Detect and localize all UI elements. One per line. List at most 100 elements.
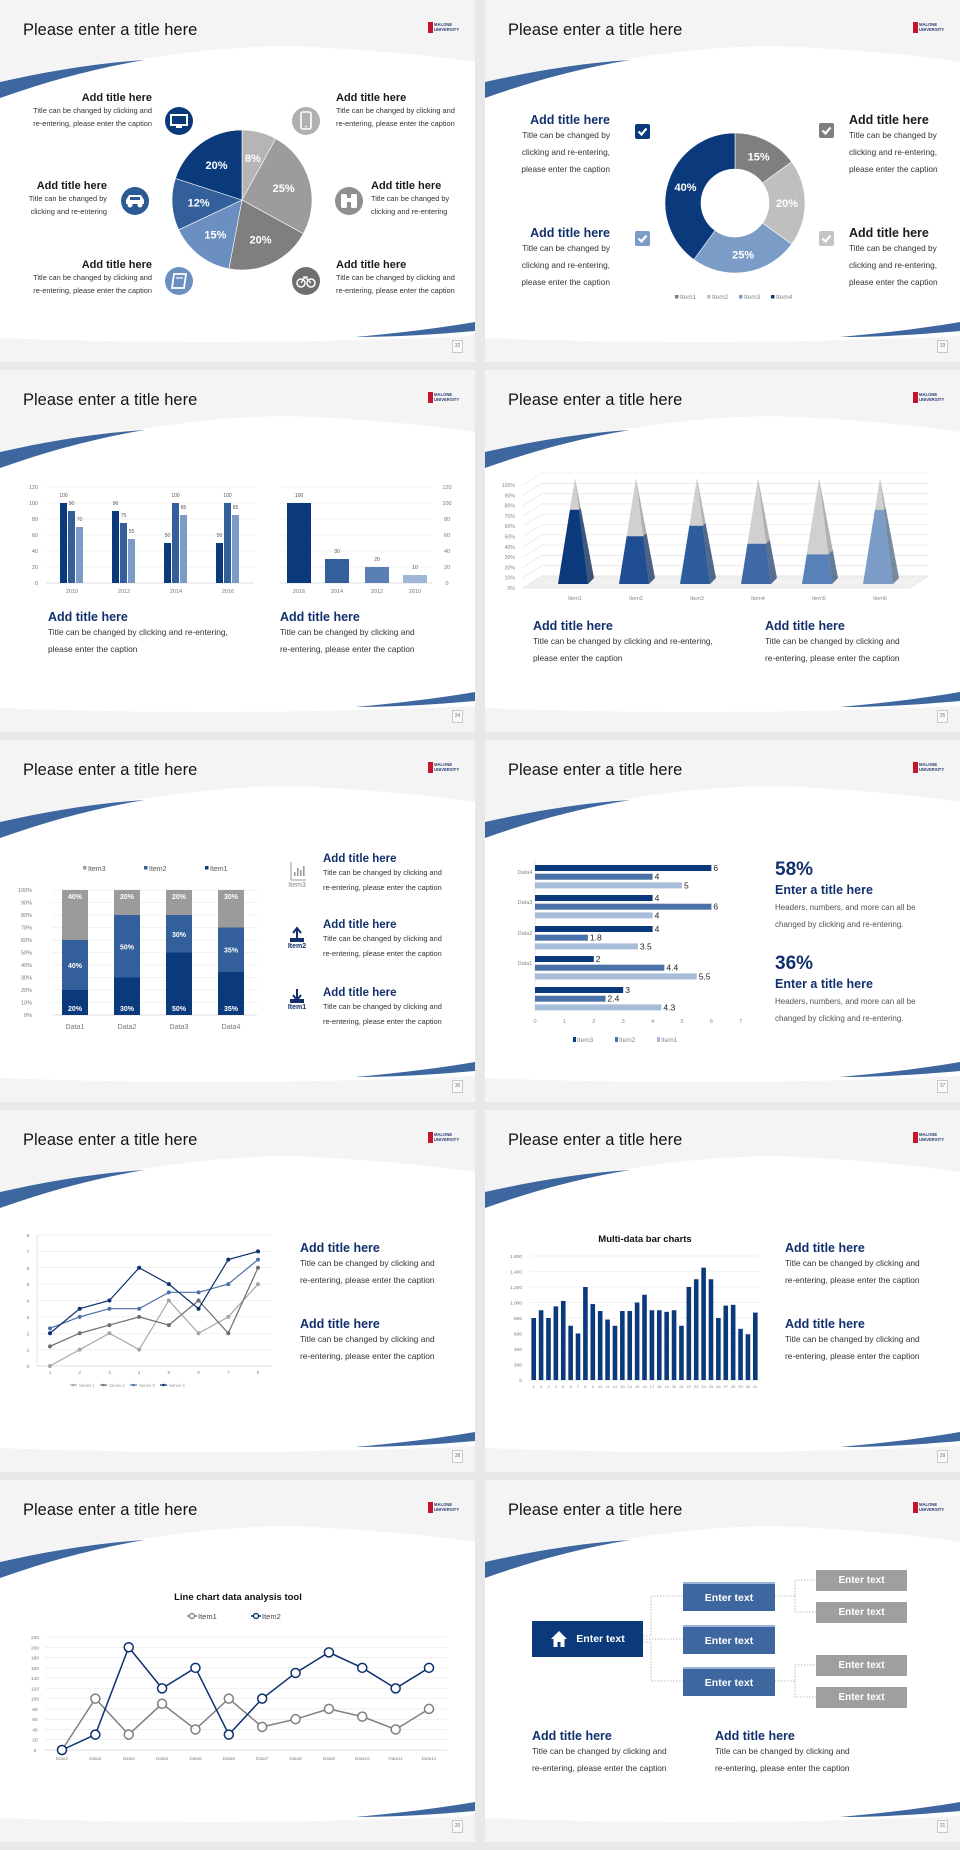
text-block[interactable]: Add title here Title can be changed by cl… [48,610,228,658]
x-tick-label: 6 [710,1019,713,1025]
data-point [137,1306,142,1311]
slide-title[interactable]: Please enter a title here [23,761,198,779]
text-block[interactable]: Add title here Title can be changed by cl… [336,92,455,130]
connector-line [643,1595,683,1682]
slide-title[interactable]: Please enter a title here [508,1501,683,1519]
y-tick-label: 0 [34,1748,37,1754]
text-block[interactable]: Add title here Title can be changed by cl… [323,919,442,961]
slide-21[interactable]: Enter text Enter text Enter text Enter t… [485,1480,960,1842]
logo-text: MALONE UNIVERSITY [919,392,945,402]
caption: clicking and re-entering [371,207,448,216]
bar-value-label: 3.5 [640,941,652,951]
caption: changed by clicking and re-entering. [775,1014,904,1023]
text-block[interactable]: Add title here Title can be changed by cl… [765,619,900,667]
slide-title[interactable]: Please enter a title here [23,1131,198,1149]
slide-35[interactable]: 0% 10% 20% 30% 40% 50% 60% 70% 80% 90% 100% Item1 It… [485,370,960,732]
slide-title[interactable]: Please enter a title here [23,21,198,39]
text-block[interactable]: Add title here Title can be changed by cl… [532,1729,667,1777]
slide-20[interactable]: Line chart data analysis tool 0 20 40 60 80 10… [0,1480,475,1842]
org-root-box[interactable]: Enter text [532,1621,643,1657]
pyramid-fill-side [828,550,838,584]
bar [693,1279,699,1380]
bar-value-label: 4 [655,893,660,903]
slide-title[interactable]: Please enter a title here [508,21,683,39]
block-title: Add title here [530,113,610,127]
text-block[interactable]: Add title here Title can be changed by cl… [300,1317,435,1365]
data-point [256,1721,268,1733]
slide-34[interactable]: 0 20 40 60 80 100 120 100 90 70 2010 90 75 55 2012 50 10… [0,370,475,732]
pyramid-fill-front [802,554,832,584]
logo-mark [428,1132,433,1143]
content-area [485,416,960,712]
slide-32[interactable]: 8% 25% 20% 15% 12% 20% Add title here Title ca… [0,0,475,362]
slide-39[interactable]: Multi-data bar charts 0 200 400 600 800 1,000 1… [485,1110,960,1472]
org-leaf-box[interactable]: Enter text [816,1570,907,1591]
text-block[interactable]: Add title here Title can be changed by cl… [280,610,415,658]
org-mid-box[interactable]: Enter text [683,1625,775,1654]
text-block[interactable]: Add title here Title can be changed by cl… [785,1317,920,1365]
bar [708,1279,714,1380]
legend-label: Series 2 [109,1383,125,1388]
org-mid-box[interactable]: Enter text [683,1582,775,1611]
block-title: Add title here [48,610,128,624]
icon-circle [165,267,193,295]
legend-swatch [205,866,209,870]
y-tick-label: 600 [514,1332,522,1338]
legend-marker [72,1383,75,1387]
caption: re-entering, please enter the caption [33,119,152,128]
text-block[interactable]: Add title here Title can be changed by cli… [12,180,107,218]
slide-36[interactable]: 0% 10% 20% 30% 40% 50% 60% 70% 80% 90% 100% 20% 40% 4… [0,740,475,1102]
slide-title[interactable]: Please enter a title here [508,1131,683,1149]
org-leaf-box[interactable]: Enter text [816,1602,907,1623]
text-block[interactable]: Add title here Title can be changed by cl… [336,259,455,297]
data-point [137,1347,142,1352]
text-block[interactable]: Add title here Title can be changed by cl… [533,619,713,667]
icon-shape [176,126,182,128]
bar-value-label: 100 [223,493,232,499]
pyramid-bar [680,478,716,584]
content-area [485,46,960,342]
text-block[interactable]: Add title here Title can be changed by cli… [849,113,938,178]
slide-38[interactable]: 0 1 2 3 4 5 6 7 8 1 2 3 4 5 6 7 8 Series 1 Series 2 Series … [0,1110,475,1472]
pyramid-empty-side [636,478,647,537]
segment-label: 35% [224,1006,239,1013]
slide-title[interactable]: Please enter a title here [23,1501,198,1519]
bar [620,1311,625,1380]
x-tick-label: 7 [577,1384,580,1389]
data-point [48,1364,52,1368]
caption: Title can be changed by [849,130,937,140]
slide-37[interactable]: 6 4 5 Data4 4 6 4 Data3 4 1.8 3.5 Data2 2 4.4 5.5 Data1… [485,740,960,1102]
text-block[interactable]: Add title here Title can be changed by cl… [22,259,152,297]
org-mid-box[interactable]: Enter text [683,1667,775,1696]
org-leaf-box[interactable]: Enter text [816,1687,907,1708]
y-tick-label: 60% [21,938,32,944]
bar [403,575,427,583]
text-block[interactable]: Add title here Title can be changed by cli… [495,226,610,291]
y-tick-label: 20 [444,565,450,571]
slide-title[interactable]: Please enter a title here [508,761,683,779]
text-block[interactable]: Add title here Title can be changed by cl… [22,92,152,130]
legend-label: Series 1 [79,1383,95,1388]
content-area [485,1156,960,1452]
text-block[interactable]: Add title here Title can be changed by cl… [323,987,442,1029]
slide-title[interactable]: Please enter a title here [23,391,198,409]
text-block[interactable]: Add title here Title can be changed by cl… [785,1241,920,1289]
stat-block[interactable]: 36% Enter a title here Headers, numbers, a… [775,953,916,1027]
x-tick-label: 26 [716,1384,721,1389]
text-block[interactable]: Add title here Title can be changed by cl… [300,1241,435,1289]
slide-33[interactable]: 15% 20% 25% 40% Item1 Item2 Item3 Item4 Add tit… [485,0,960,362]
text-block[interactable]: Add title here Title can be changed by cli… [371,180,449,218]
stacked-bar-segment [114,890,140,915]
text-block[interactable]: Add title here Title can be changed by cl… [323,853,442,895]
text-block[interactable]: Add title here Title can be changed by cli… [495,113,610,178]
slide-title[interactable]: Please enter a title here [508,391,683,409]
icon-shape [305,125,307,128]
icon-shape [292,926,302,939]
pyramid-side-shade [578,508,594,584]
text-block[interactable]: Add title here Title can be changed by cl… [715,1729,850,1777]
text-block[interactable]: Add title here Title can be changed by cli… [849,226,938,291]
org-leaf-box[interactable]: Enter text [816,1655,907,1676]
data-point [107,1298,112,1303]
y-tick-label: 90% [21,901,32,907]
stat-block[interactable]: 58% Enter a title here Headers, numbers, a… [775,859,916,933]
